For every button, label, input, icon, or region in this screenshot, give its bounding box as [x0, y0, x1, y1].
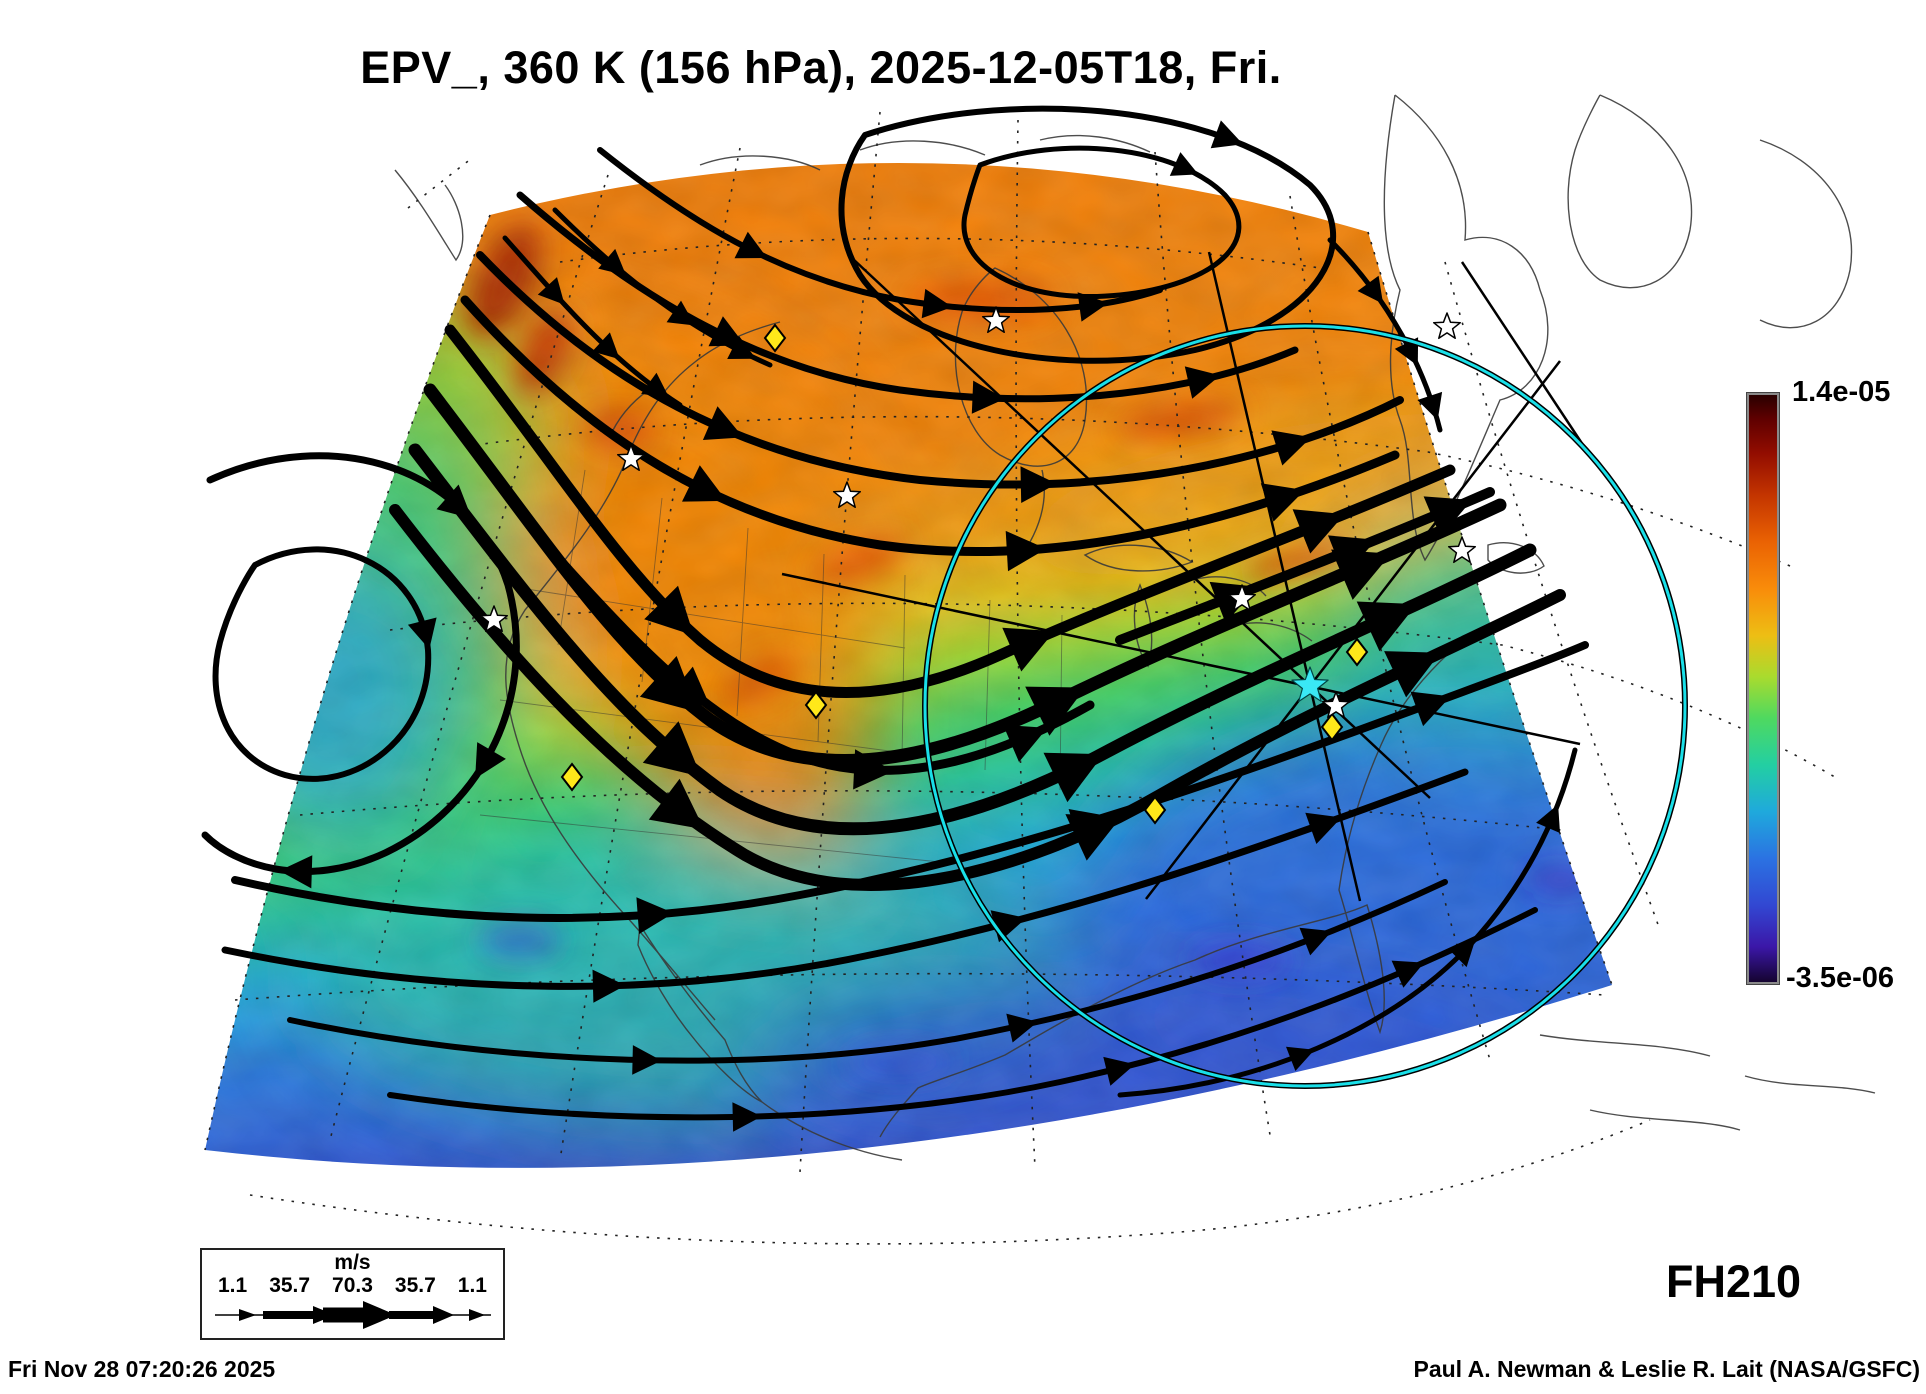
streamline-arrowhead-icon [1391, 960, 1425, 988]
streamline-arrowhead-icon [1292, 509, 1345, 554]
colorbar [1747, 393, 1779, 984]
streamline-arrowhead-icon [598, 248, 627, 276]
wind-legend-speeds: 1.1 35.7 70.3 35.7 1.1 [202, 1274, 503, 1298]
wind-speed-legend: m/s 1.1 35.7 70.3 35.7 1.1 [200, 1248, 505, 1340]
streamline-arrowhead-icon [1271, 430, 1312, 466]
streamline-arrowhead-icon [537, 277, 565, 305]
streamline-arrowhead-icon [1103, 1056, 1135, 1086]
streamline-arrowhead-icon [592, 969, 626, 1003]
streamline-arrowhead-icon [1417, 391, 1443, 421]
streamline-arrowhead-icon [732, 1102, 762, 1132]
wind-speed-label: 70.3 [332, 1274, 373, 1297]
city-star-icon [1227, 584, 1257, 612]
coastlines [394, 94, 1876, 1161]
streamline-arrowhead-icon [1423, 496, 1472, 537]
streamline-arrowhead-icon [1357, 275, 1384, 304]
streamline-arrowhead-icon [1077, 292, 1109, 322]
wind-speed-label: 1.1 [218, 1274, 248, 1297]
city-star-icon [1432, 312, 1462, 340]
streamline-arrowhead-icon [921, 288, 953, 319]
streamline-arrowhead-icon [1184, 366, 1221, 399]
streamline-arrowhead-icon [666, 300, 695, 326]
site-diamond-icon [1143, 795, 1167, 825]
city-star-icon [479, 605, 509, 633]
streamline-arrowhead-icon [1020, 466, 1057, 503]
site-diamond-icon [560, 762, 584, 792]
streamline-arrowhead-icon [1299, 927, 1332, 956]
site-diamond-icon [1320, 712, 1344, 742]
streamline-arrowhead-icon [644, 585, 694, 636]
site-diamond-icon [804, 690, 828, 720]
streamline-arrowhead-icon [1410, 691, 1451, 727]
wind-streamlines [201, 105, 1589, 1121]
streamline-arrowhead-icon [702, 406, 744, 440]
site-diamond-icon [763, 323, 787, 353]
wind-speed-label: 1.1 [457, 1274, 487, 1297]
streamline-arrowhead-icon [1002, 627, 1055, 672]
streamline-arrowhead-icon [708, 316, 745, 347]
city-star-icon [1321, 691, 1351, 719]
streamline-arrowhead-icon [1025, 686, 1086, 736]
city-star-icon [832, 481, 862, 509]
streamline-arrowhead-icon [436, 484, 472, 519]
wind-speed-label: 35.7 [394, 1274, 436, 1297]
streamline-arrowhead-icon [648, 778, 705, 830]
streamline-arrowhead-icon [1005, 530, 1047, 572]
streamline-arrowhead-icon [1260, 483, 1305, 522]
streamline-arrowhead-icon [1384, 651, 1441, 698]
streamline-arrowhead-icon [1209, 581, 1258, 623]
streamline-arrowhead-icon [682, 465, 727, 502]
colorbar-min-label: -3.5e-06 [1786, 962, 1895, 994]
streamline-arrowhead-icon [1286, 1046, 1315, 1071]
station-star-icon [1291, 666, 1329, 703]
site-diamond-icon [1345, 637, 1369, 667]
streamline-arrowhead-icon [641, 372, 670, 399]
streamline-arrowhead-icon [1169, 152, 1199, 176]
credit-line: Paul A. Newman & Leslie R. Lait (NASA/GS… [1413, 1356, 1920, 1382]
streamline-arrowheads [279, 120, 1560, 1132]
streamline-arrowhead-icon [636, 897, 674, 934]
city-star-icon [616, 444, 646, 472]
streamline-arrowhead-icon [727, 335, 756, 359]
streamline-arrowhead-icon [1305, 812, 1342, 844]
colorbar-max-label: 1.4e-05 [1792, 376, 1891, 408]
streamline-arrowhead-icon [667, 666, 711, 708]
wind-arrow-scale-icon [214, 1301, 491, 1329]
streamline-arrowhead-icon [279, 855, 313, 889]
forecast-hour-label: FH210 [1666, 1256, 1802, 1307]
streamline-arrowhead-icon [971, 380, 1005, 414]
page-title: EPV_, 360 K (156 hPa), 2025-12-05T18, Fr… [360, 42, 1282, 93]
streamline-arrowhead-icon [475, 742, 506, 779]
streamline-arrowhead-icon [1356, 601, 1417, 652]
streamline-arrowhead-icon [642, 721, 702, 777]
streamline-arrowhead-icon [1448, 939, 1476, 968]
markers-layer [479, 306, 1477, 825]
wind-speed-label: 35.7 [269, 1274, 311, 1297]
streamline-arrowhead-icon [1006, 1013, 1038, 1043]
run-timestamp: Fri Nov 28 07:20:26 2025 [8, 1356, 276, 1382]
streamline-arrowhead-icon [632, 1045, 662, 1075]
streamline-arrowhead-icon [407, 617, 437, 650]
streamline-arrowhead-icon [1043, 752, 1104, 803]
city-star-icon [981, 306, 1011, 334]
range-ring [923, 324, 1687, 1088]
streamline-arrowhead-icon [1328, 535, 1377, 577]
streamline-arrowhead-icon [592, 332, 620, 360]
streamline-arrowhead-icon [734, 231, 768, 259]
streamline-arrowhead-icon [1003, 724, 1048, 762]
streamline-arrowhead-icon [853, 749, 894, 790]
streamline-arrowhead-icon [1068, 809, 1109, 845]
streamline-arrowhead-icon [1210, 120, 1243, 149]
streamline-arrowhead-icon [1536, 804, 1560, 833]
wind-legend-units: m/s [334, 1251, 371, 1274]
sight-line [1460, 261, 1587, 449]
city-star-icon [1447, 536, 1477, 564]
sight-line [781, 572, 1581, 746]
